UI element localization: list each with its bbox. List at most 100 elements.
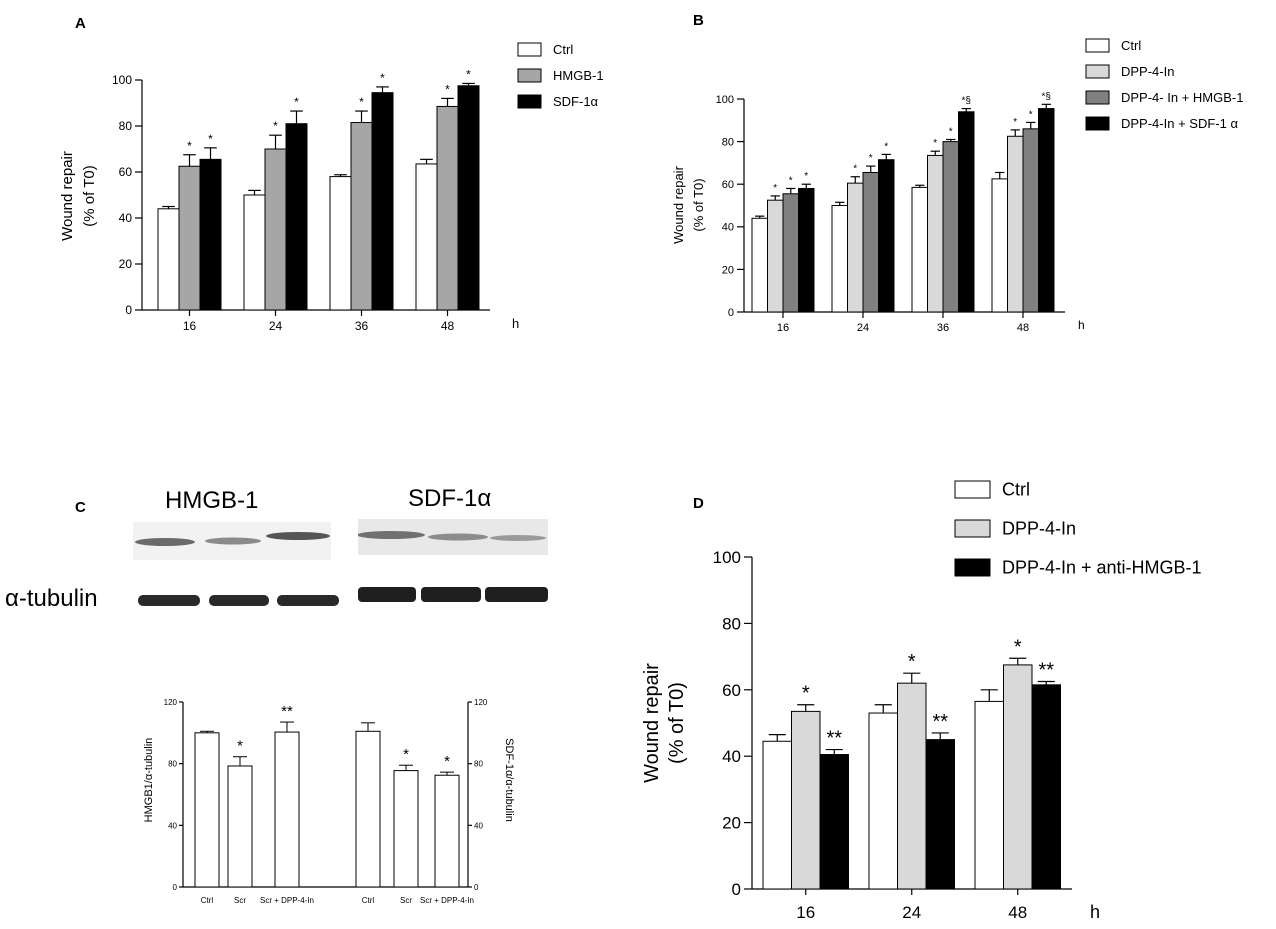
blot-label-tubulin: α-tubulin	[5, 585, 98, 612]
y-tick-label: 80	[722, 614, 741, 633]
bar	[329, 176, 352, 311]
significance-marker: *	[294, 95, 299, 109]
bar	[178, 165, 201, 311]
left-y-axis-label: HMGB1/α-tubulin	[143, 738, 155, 823]
right-y-tick-label: 120	[474, 698, 488, 707]
y-tick-label: 40	[722, 747, 741, 766]
y-tick-label: 100	[716, 94, 734, 106]
x-tick-label: 48	[441, 319, 455, 333]
bar	[927, 154, 944, 313]
significance-marker: *	[1029, 109, 1033, 120]
y-axis-label: Wound repair	[59, 151, 76, 241]
bar	[974, 700, 1004, 890]
x-tick-label: 24	[857, 322, 869, 334]
legend-swatch	[1085, 90, 1110, 105]
significance-marker: *	[773, 183, 777, 194]
significance-marker: *	[403, 746, 409, 763]
x-tick-label: 24	[269, 319, 283, 333]
legend-label: Ctrl	[1121, 38, 1141, 53]
significance-marker: *	[804, 171, 808, 182]
legend-swatch	[954, 519, 991, 538]
bar	[767, 199, 784, 313]
x-tick-label: 36	[355, 319, 369, 333]
bar	[847, 182, 864, 313]
blot-label-hmgb1: HMGB-1	[165, 487, 258, 514]
significance-marker: *	[187, 139, 192, 153]
bar	[274, 731, 300, 888]
x-axis-unit: h	[1090, 902, 1100, 922]
bar	[942, 141, 959, 313]
significance-marker: *	[853, 164, 857, 175]
x-tick-label: 16	[777, 322, 789, 334]
x-tick-label: Scr + DPP-4-In	[260, 896, 314, 905]
y-tick-label: 0	[728, 307, 734, 319]
panel-b: B 0 20 40 60 80 100 16 * * * 24 * * * 36 * * *§ 48 * * *§ h Wou…	[671, 12, 1243, 334]
panel-c: C HMGB-1 SDF-1α α-tubulin 0 0 40 40 80 80 120 1…	[5, 485, 515, 905]
legend-swatch	[517, 94, 542, 109]
legend-label: DPP-4-In	[1121, 64, 1174, 79]
bar	[457, 85, 480, 311]
y-tick-label: 80	[722, 136, 734, 148]
legend-label: Ctrl	[1002, 479, 1030, 499]
significance-marker: *	[359, 95, 364, 109]
bar	[194, 732, 220, 888]
bar	[371, 92, 394, 311]
bar	[819, 754, 849, 890]
blot-tubulin-right-image	[357, 583, 550, 607]
bar	[1038, 108, 1055, 313]
significance-marker: *	[802, 683, 810, 705]
x-tick-label: Scr + DPP-4-In	[420, 896, 474, 905]
significance-marker: *	[466, 67, 471, 81]
y-tick-label: 60	[722, 681, 741, 700]
significance-marker: *	[908, 651, 916, 673]
bar	[831, 205, 848, 313]
x-axis-unit: h	[512, 316, 519, 331]
legend-label: HMGB-1	[553, 68, 604, 83]
significance-marker: *	[1014, 636, 1022, 658]
y-axis-label: (% of T0)	[666, 682, 688, 764]
y-tick-label: 120	[164, 698, 178, 707]
bar	[991, 178, 1008, 313]
y-axis-label: (% of T0)	[81, 165, 98, 226]
legend-swatch	[954, 480, 991, 499]
significance-marker: *§	[962, 96, 971, 107]
bar	[264, 148, 287, 311]
bar	[782, 193, 799, 313]
significance-marker: *	[1013, 117, 1017, 128]
y-tick-label: 40	[722, 222, 734, 234]
bar	[243, 194, 266, 311]
legend-swatch	[1085, 38, 1110, 53]
x-tick-label: 24	[902, 903, 921, 922]
legend-label: DPP-4-In + SDF-1 α	[1121, 116, 1238, 131]
y-tick-label: 60	[119, 165, 133, 179]
x-tick-label: 36	[937, 322, 949, 334]
bar	[878, 159, 895, 313]
bar	[791, 710, 821, 890]
significance-marker: *	[789, 175, 793, 186]
bar	[199, 158, 222, 311]
legend-swatch	[517, 42, 542, 57]
right-y-tick-label: 80	[474, 760, 483, 769]
y-tick-label: 40	[168, 821, 177, 830]
bar	[227, 765, 253, 888]
panel-b-label: B	[693, 12, 704, 29]
x-tick-label: 48	[1008, 903, 1027, 922]
panel-a-label: A	[75, 15, 86, 32]
panel-a: A 0 20 40 60 80 100 16 * * 24 * * 36 * * 48 * * h Wound rep…	[59, 15, 604, 333]
x-tick-label: 48	[1017, 322, 1029, 334]
blot-tubulin-left-image	[137, 590, 342, 612]
significance-marker: **	[281, 703, 293, 720]
bar	[1007, 135, 1024, 313]
significance-marker: *	[884, 141, 888, 152]
legend-swatch	[954, 558, 991, 577]
bar	[911, 186, 928, 313]
significance-marker: *§	[1042, 91, 1051, 102]
blot-hmgb1-image	[133, 522, 331, 560]
right-y-tick-label: 0	[474, 883, 479, 892]
x-axis-unit: h	[1078, 318, 1085, 332]
y-tick-label: 80	[168, 760, 177, 769]
x-tick-label: 16	[796, 903, 815, 922]
significance-marker: **	[932, 711, 948, 733]
